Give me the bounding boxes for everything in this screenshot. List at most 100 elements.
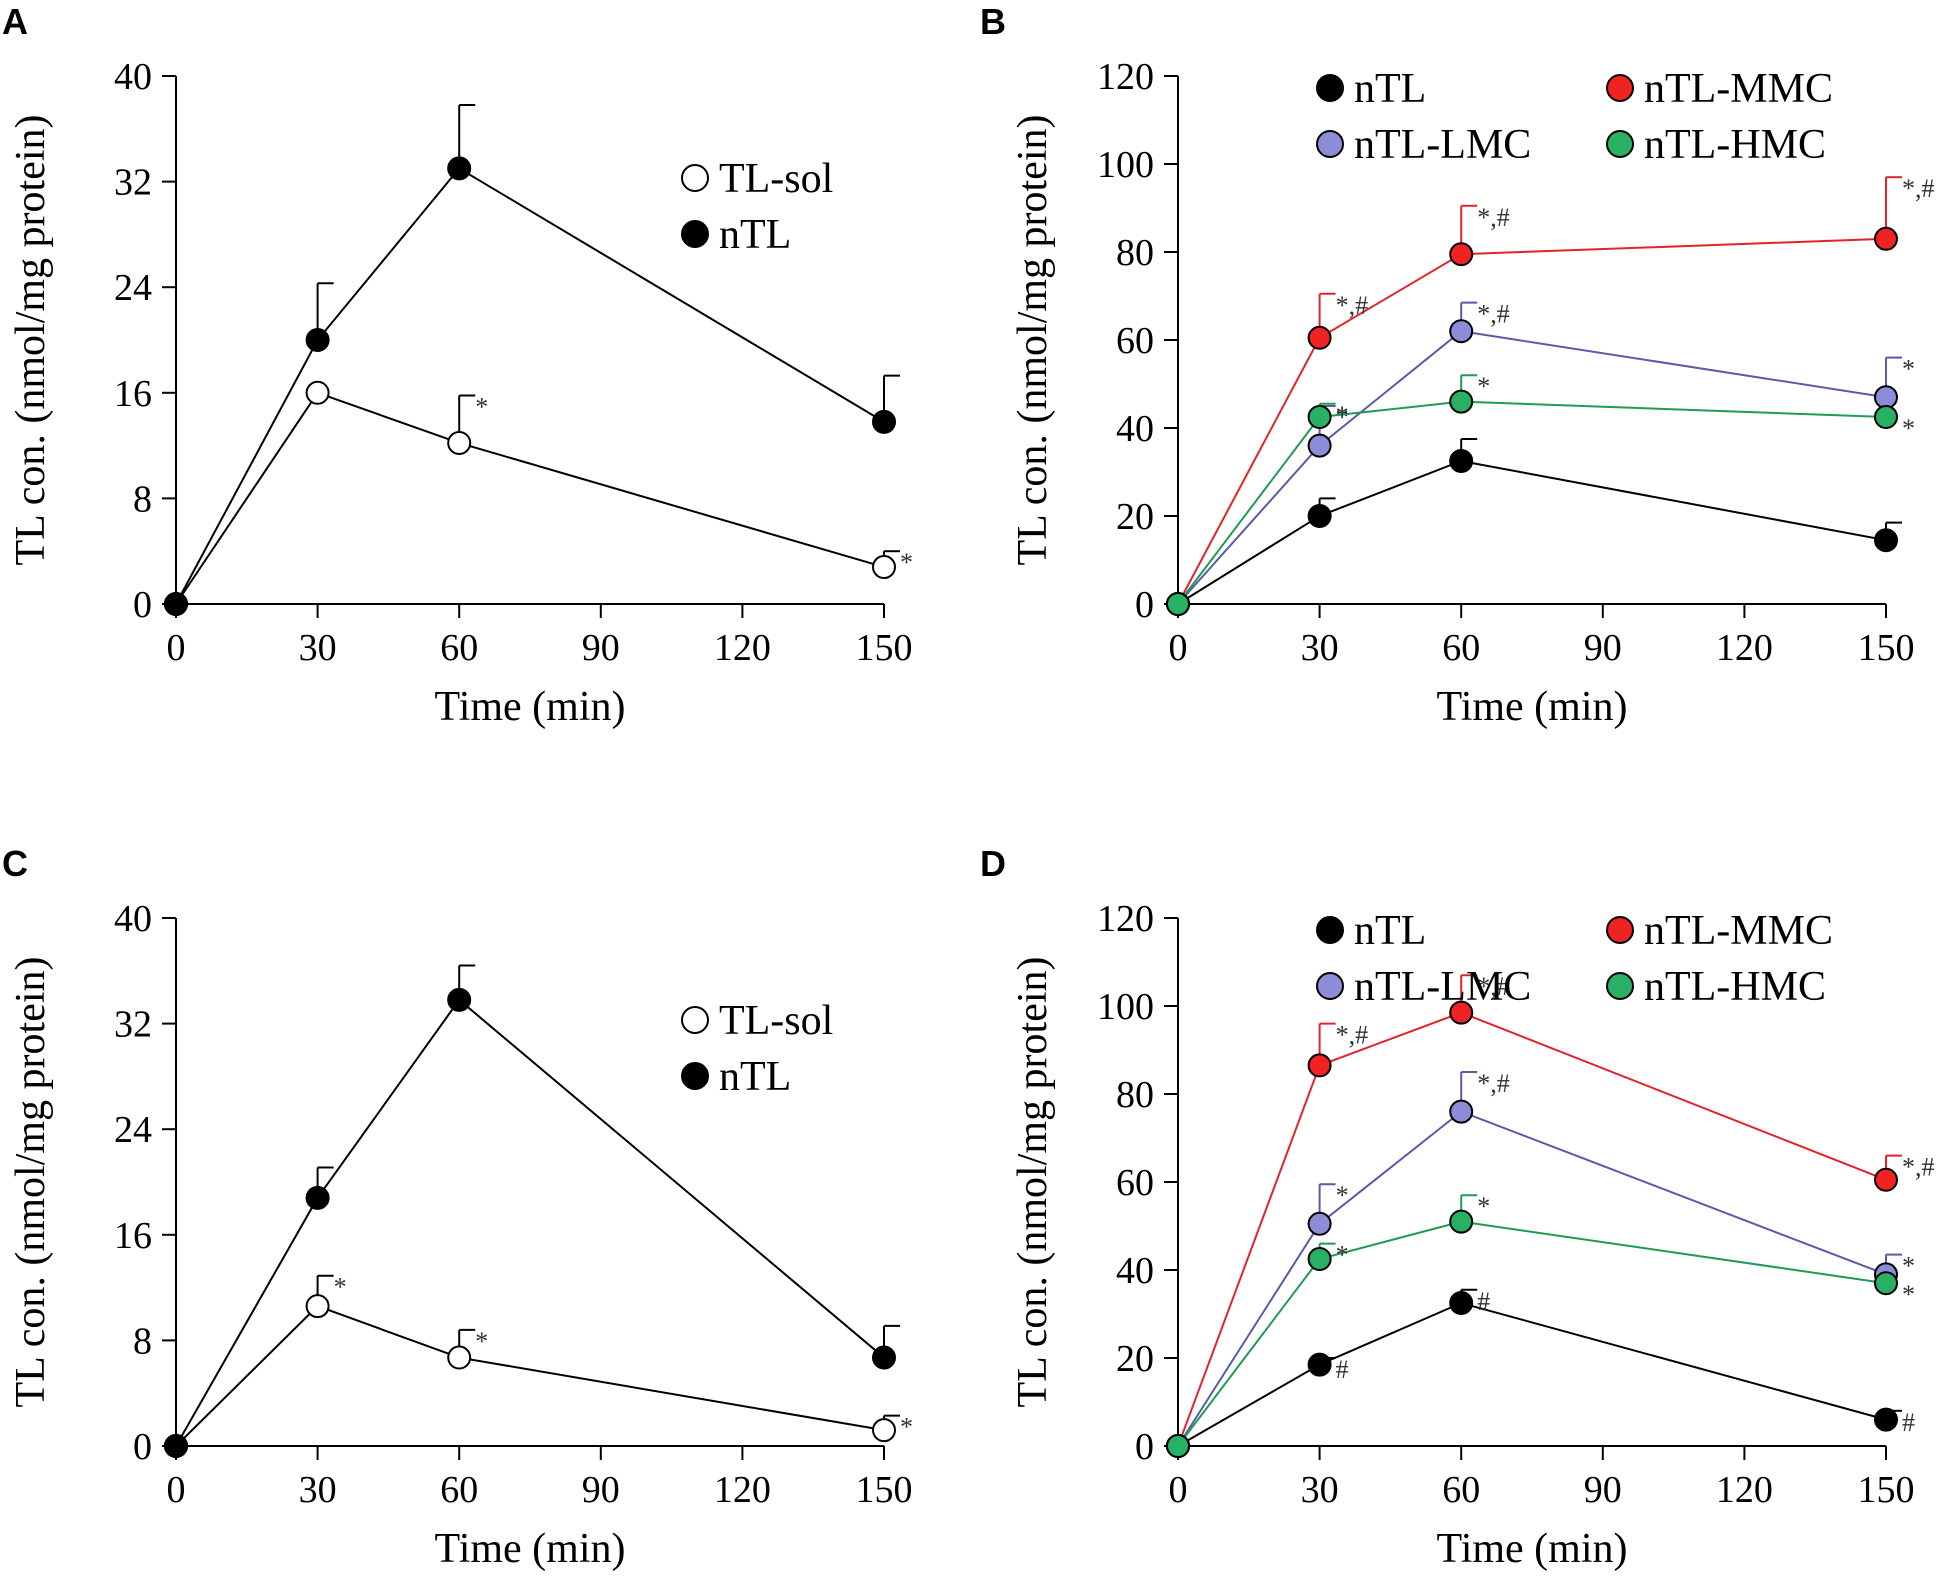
x-tick-label: 120 — [1716, 627, 1773, 669]
data-point — [305, 328, 330, 352]
y-tick-label: 20 — [1116, 496, 1154, 538]
x-tick-label: 120 — [714, 1469, 771, 1511]
significance-label: *,# — [1477, 1069, 1510, 1098]
significance-label: * — [1477, 372, 1490, 401]
significance-label: # — [1902, 1408, 1915, 1437]
data-point — [1874, 1271, 1898, 1296]
y-tick-label: 120 — [1097, 56, 1154, 98]
x-axis-title: Time (min) — [435, 684, 626, 730]
series-ntl — [164, 104, 900, 616]
significance-label: * — [1902, 1280, 1915, 1309]
data-point — [1449, 1209, 1474, 1234]
data-point — [1449, 242, 1474, 267]
panel-d: D 0 20 40 60 80 100 120 0 30 60 90 120 150 Time (min) T… — [980, 843, 1935, 1572]
data-point — [1166, 592, 1190, 616]
series-line — [175, 998, 885, 1447]
x-tick-label: 90 — [1584, 1469, 1622, 1511]
data-point — [1166, 1434, 1190, 1458]
panel-letter: A — [2, 1, 28, 42]
x-tick-label: 0 — [167, 1469, 186, 1511]
legend-label: nTL — [1354, 908, 1426, 954]
legend-marker — [1316, 972, 1344, 1000]
legend-marker — [1606, 916, 1634, 944]
data-point — [1307, 1247, 1332, 1271]
series-ntl — [164, 964, 900, 1458]
legend-label: nTL-HMC — [1644, 964, 1826, 1010]
x-tick-label: 120 — [714, 627, 771, 669]
data-point — [1449, 389, 1474, 414]
series-ntl — [1166, 438, 1902, 616]
data-point — [305, 380, 330, 405]
x-tick-label: 150 — [1858, 627, 1915, 669]
legend: TL-sol nTL — [681, 998, 833, 1100]
series-ntl: # # # — [1166, 1287, 1915, 1458]
x-tick-label: 150 — [856, 1469, 913, 1511]
significance-label: * — [1477, 1192, 1490, 1221]
legend-label: nTL-HMC — [1644, 122, 1826, 168]
y-axis-title: TL con. (nmol/mg protein) — [8, 114, 54, 565]
x-tick-label: 30 — [299, 1469, 337, 1511]
data-point — [1449, 449, 1474, 473]
significance-label: # — [1477, 1287, 1490, 1316]
data-point — [1307, 1211, 1332, 1236]
y-axis-title: TL con. (nmol/mg protein) — [1010, 956, 1056, 1407]
data-point — [1874, 1167, 1898, 1192]
legend-marker — [1606, 74, 1634, 102]
significance-label: * — [1336, 1241, 1349, 1270]
significance-label: * — [900, 1413, 913, 1442]
data-point — [1449, 1000, 1474, 1025]
data-point — [1449, 1291, 1474, 1315]
significance-label: *,# — [1477, 203, 1510, 232]
legend-marker — [681, 1006, 709, 1034]
x-axis-title: Time (min) — [1437, 684, 1628, 730]
series-ntl-lmc: * *,# * — [1166, 300, 1915, 616]
data-point — [1307, 325, 1332, 350]
y-tick-label: 100 — [1097, 986, 1154, 1028]
y-tick-label: 80 — [1116, 1074, 1154, 1116]
data-point — [1874, 528, 1898, 553]
series-ntl-mmc: *,# *,# *,# — [1166, 972, 1935, 1458]
y-tick-label: 60 — [1116, 1162, 1154, 1204]
legend: nTL nTL-MMC nTL-LMC nTL-HMC — [1316, 908, 1833, 1010]
data-point — [1874, 405, 1898, 429]
x-tick-label: 150 — [856, 627, 913, 669]
data-point — [1874, 226, 1898, 251]
y-tick-label: 120 — [1097, 898, 1154, 940]
legend: nTL nTL-MMC nTL-LMC nTL-HMC — [1316, 66, 1833, 168]
data-point — [1307, 405, 1332, 429]
y-tick-label: 0 — [1135, 584, 1154, 626]
series-line — [1177, 1220, 1887, 1447]
panel-letter: B — [980, 1, 1006, 42]
series-ntl-hmc: * * * — [1166, 372, 1915, 616]
y-tick-label: 40 — [114, 56, 152, 98]
series-line — [1177, 1301, 1887, 1447]
x-tick-label: 0 — [1169, 627, 1188, 669]
x-tick-label: 90 — [582, 627, 620, 669]
data-point — [872, 1418, 896, 1443]
series-tl-sol: * * * — [164, 1273, 913, 1458]
data-point — [872, 555, 896, 580]
y-axis-title: TL con. (nmol/mg protein) — [1010, 114, 1056, 565]
series-line — [1177, 1110, 1887, 1447]
y-tick-label: 32 — [114, 1004, 152, 1046]
series-line — [1177, 459, 1887, 605]
data-point — [305, 1185, 330, 1210]
series-ntl-lmc: * *,# * — [1166, 1069, 1915, 1458]
panel-letter: C — [2, 843, 28, 884]
panel-c: C 0 8 16 24 32 40 0 30 60 90 120 150 Time (min) TL con… — [2, 843, 913, 1572]
y-tick-label: 0 — [1135, 1426, 1154, 1468]
legend-label: nTL — [719, 1054, 791, 1100]
data-point — [305, 1294, 330, 1319]
significance-label: *,# — [1336, 1021, 1369, 1050]
y-tick-label: 40 — [114, 898, 152, 940]
significance-label: * — [1336, 403, 1349, 432]
legend: TL-sol nTL — [681, 156, 833, 258]
data-point — [1874, 1407, 1898, 1432]
y-tick-label: 80 — [1116, 232, 1154, 274]
legend-label: TL-sol — [719, 156, 833, 202]
series-line — [175, 391, 885, 605]
x-tick-label: 0 — [167, 627, 186, 669]
x-tick-label: 90 — [582, 1469, 620, 1511]
data-point — [447, 156, 472, 181]
